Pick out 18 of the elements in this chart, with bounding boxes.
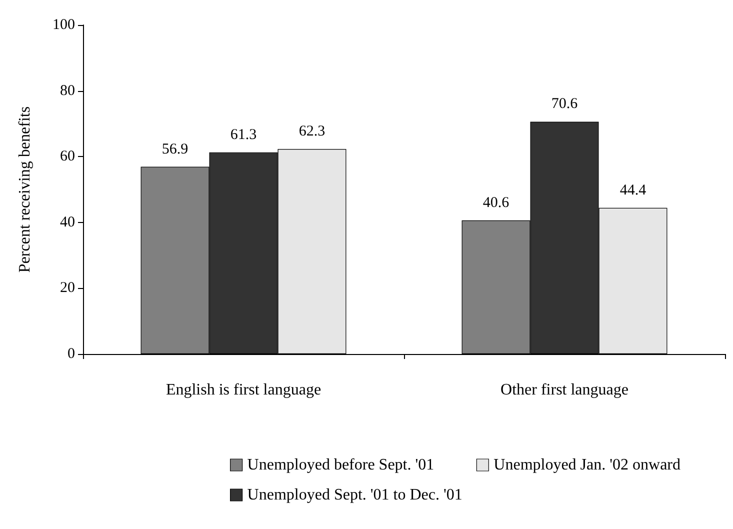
y-axis-title: Percent receiving benefits — [16, 106, 34, 273]
data-label: 44.4 — [620, 182, 647, 198]
data-label: 62.3 — [298, 124, 326, 140]
legend-label: Unemployed Sept. '01 to Dec. '01 — [247, 486, 462, 504]
y-tick-label: 60 — [60, 148, 75, 165]
data-label: 61.3 — [230, 126, 257, 143]
data-label: 40.6 — [482, 194, 510, 211]
legend-label: Unemployed before Sept. '01 — [247, 456, 434, 474]
legend-label: Unemployed Jan. '02 onward — [494, 456, 681, 474]
y-tick-label: 40 — [60, 214, 75, 230]
x-tick-label: Other first language — [500, 382, 628, 398]
y-tick-label: 0 — [68, 346, 75, 362]
y-tick-label: 20 — [60, 280, 75, 296]
y-tick-label: 80 — [60, 82, 75, 99]
y-tick-label: 100 — [52, 17, 75, 33]
data-label: 56.9 — [162, 141, 188, 158]
x-tick-label: English is first language — [166, 382, 322, 398]
data-label: 70.6 — [551, 96, 578, 112]
